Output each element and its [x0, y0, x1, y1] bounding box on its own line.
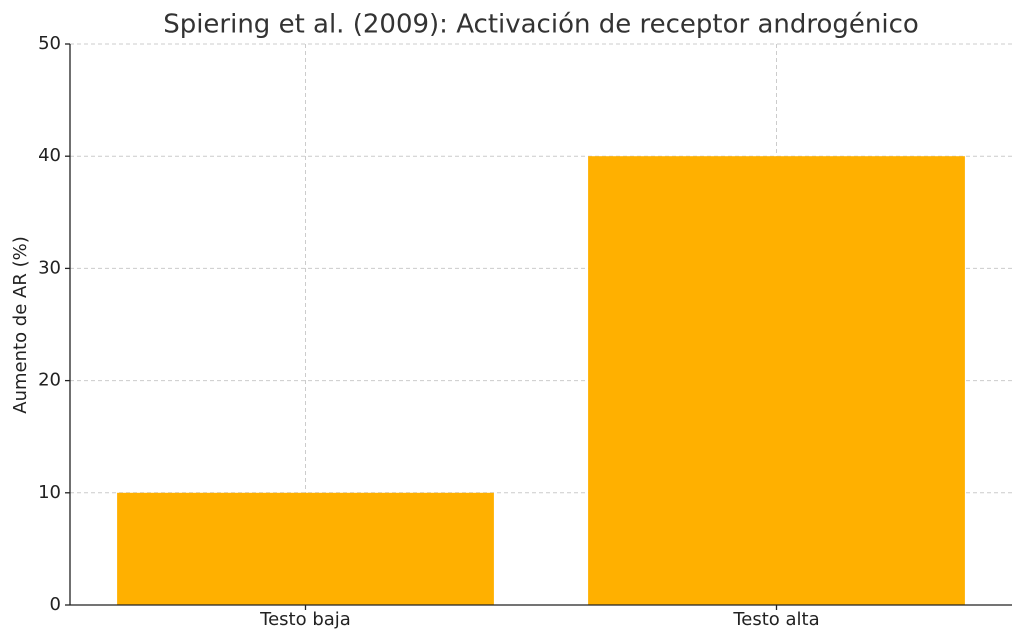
y-tick-label: 0 [50, 594, 61, 615]
y-tick-label: 30 [38, 257, 61, 278]
y-tick-label: 10 [38, 482, 61, 503]
x-tick-label: Testo alta [732, 609, 819, 630]
bar [117, 492, 494, 605]
x-tick-label: Testo baja [259, 609, 351, 630]
y-tick-label: 20 [38, 370, 61, 391]
y-tick-label: 50 [38, 33, 61, 54]
bar [588, 156, 965, 605]
y-tick-label: 40 [38, 145, 61, 166]
chart-title: Spiering et al. (2009): Activación de re… [163, 10, 919, 40]
y-axis-label: Aumento de AR (%) [10, 236, 31, 413]
